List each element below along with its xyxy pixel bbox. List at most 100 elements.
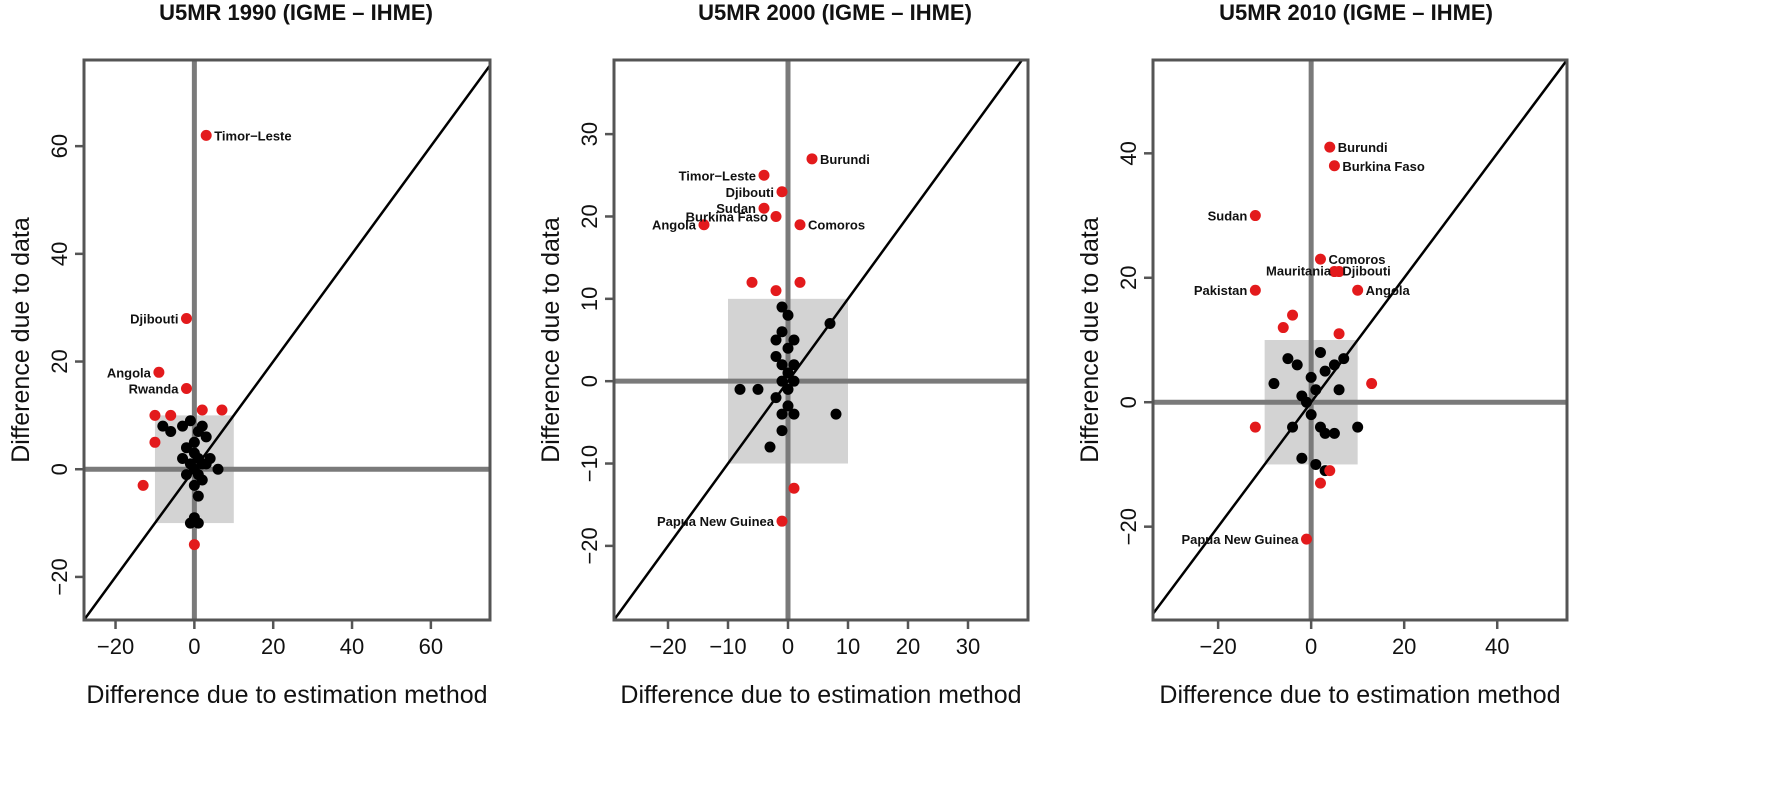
point-label: Angola [1366,283,1411,298]
y-tick-label: 0 [1116,396,1141,408]
highlight-point [758,169,770,181]
highlight-point [216,404,228,416]
highlight-point [776,515,788,527]
identity-line [1153,60,1567,616]
chart-title: U5MR 2000 (IGME – IHME) [698,0,972,25]
x-tick-label: 0 [782,634,794,659]
x-tick-label: 20 [261,634,285,659]
data-point [830,408,842,420]
data-point [782,367,794,379]
point-label: Burundi [820,152,870,167]
data-point [1268,378,1280,390]
point-label: Rwanda [129,381,180,396]
data-point [776,326,788,338]
chart-title: U5MR 2010 (IGME – IHME) [1219,0,1493,25]
highlight-point [180,382,192,394]
scatter-panel-3: Burundi Burkina Faso Sudan ComorosMauritani… [1076,0,1569,709]
data-point [177,420,189,432]
data-point [1305,409,1317,421]
highlight-point [1301,533,1313,545]
plot-frame [612,58,1030,622]
data-point [776,408,788,420]
y-tick-label: 40 [47,242,72,266]
x-tick-label: 20 [896,634,920,659]
highlight-point [698,219,710,231]
x-tick-label: −20 [649,634,686,659]
data-point [752,383,764,395]
point-label: Burundi [1338,140,1388,155]
y-tick-label: 20 [577,204,602,228]
y-axis-label: Difference due to data [7,217,35,463]
x-axis-label: Difference due to estimation method [86,681,487,709]
highlight-point [149,436,161,448]
data-point [776,301,788,313]
data-point [788,334,800,346]
chart-title: U5MR 1990 (IGME – IHME) [159,0,433,25]
data-point [1352,421,1364,433]
data-point [1314,346,1326,358]
x-tick-label: 10 [836,634,860,659]
y-tick-label: −10 [577,445,602,482]
point-label: Timor−Leste [679,168,756,183]
highlight-point [1249,421,1261,433]
highlight-point [1352,284,1364,296]
y-tick-label: 40 [1116,141,1141,165]
point-label: Timor−Leste [214,128,291,143]
data-point [782,342,794,354]
data-point [192,517,204,529]
highlight-point [794,276,806,288]
x-axis-label: Difference due to estimation method [1159,681,1560,709]
y-tick-label: 10 [577,287,602,311]
highlight-point [770,285,782,297]
point-label: Burkina Faso [686,209,768,224]
x-tick-label: −20 [97,634,134,659]
data-point [776,375,788,387]
data-point [764,441,776,453]
x-tick-label: 0 [188,634,200,659]
highlight-point [1366,378,1378,390]
y-tick-label: −20 [47,558,72,595]
y-tick-label: 0 [577,375,602,387]
data-point [1296,390,1308,402]
data-point [188,436,200,448]
data-point [196,474,208,486]
point-label: Sudan [1208,209,1248,224]
highlight-point [806,153,818,165]
y-tick-label: 20 [1116,266,1141,290]
data-point [824,318,836,330]
data-point [782,309,794,321]
data-point [776,425,788,437]
y-tick-label: 20 [47,349,72,373]
data-point [177,452,189,464]
data-point [200,431,212,443]
point-label: Angola [652,218,697,233]
point-label: Papua New Guinea [657,514,775,529]
data-point [184,415,196,427]
highlight-point [1314,253,1326,265]
data-point [180,442,192,454]
highlight-point [1324,465,1336,477]
highlight-point [153,366,165,378]
data-point [1328,359,1340,371]
data-point [196,420,208,432]
plot-frame [82,58,492,622]
data-point [1310,458,1322,470]
y-tick-label: −20 [577,527,602,564]
highlight-point [200,129,212,141]
data-point [1319,427,1331,439]
data-point [782,383,794,395]
x-tick-label: 20 [1392,634,1416,659]
data-point [188,479,200,491]
highlight-point [180,312,192,324]
data-point [1282,353,1294,365]
data-point [734,383,746,395]
highlight-point [1249,284,1261,296]
highlight-point [149,409,161,421]
point-label: Sudan [716,201,756,216]
highlight-point [1277,322,1289,334]
y-tick-label: 30 [577,122,602,146]
highlight-point [188,539,200,551]
